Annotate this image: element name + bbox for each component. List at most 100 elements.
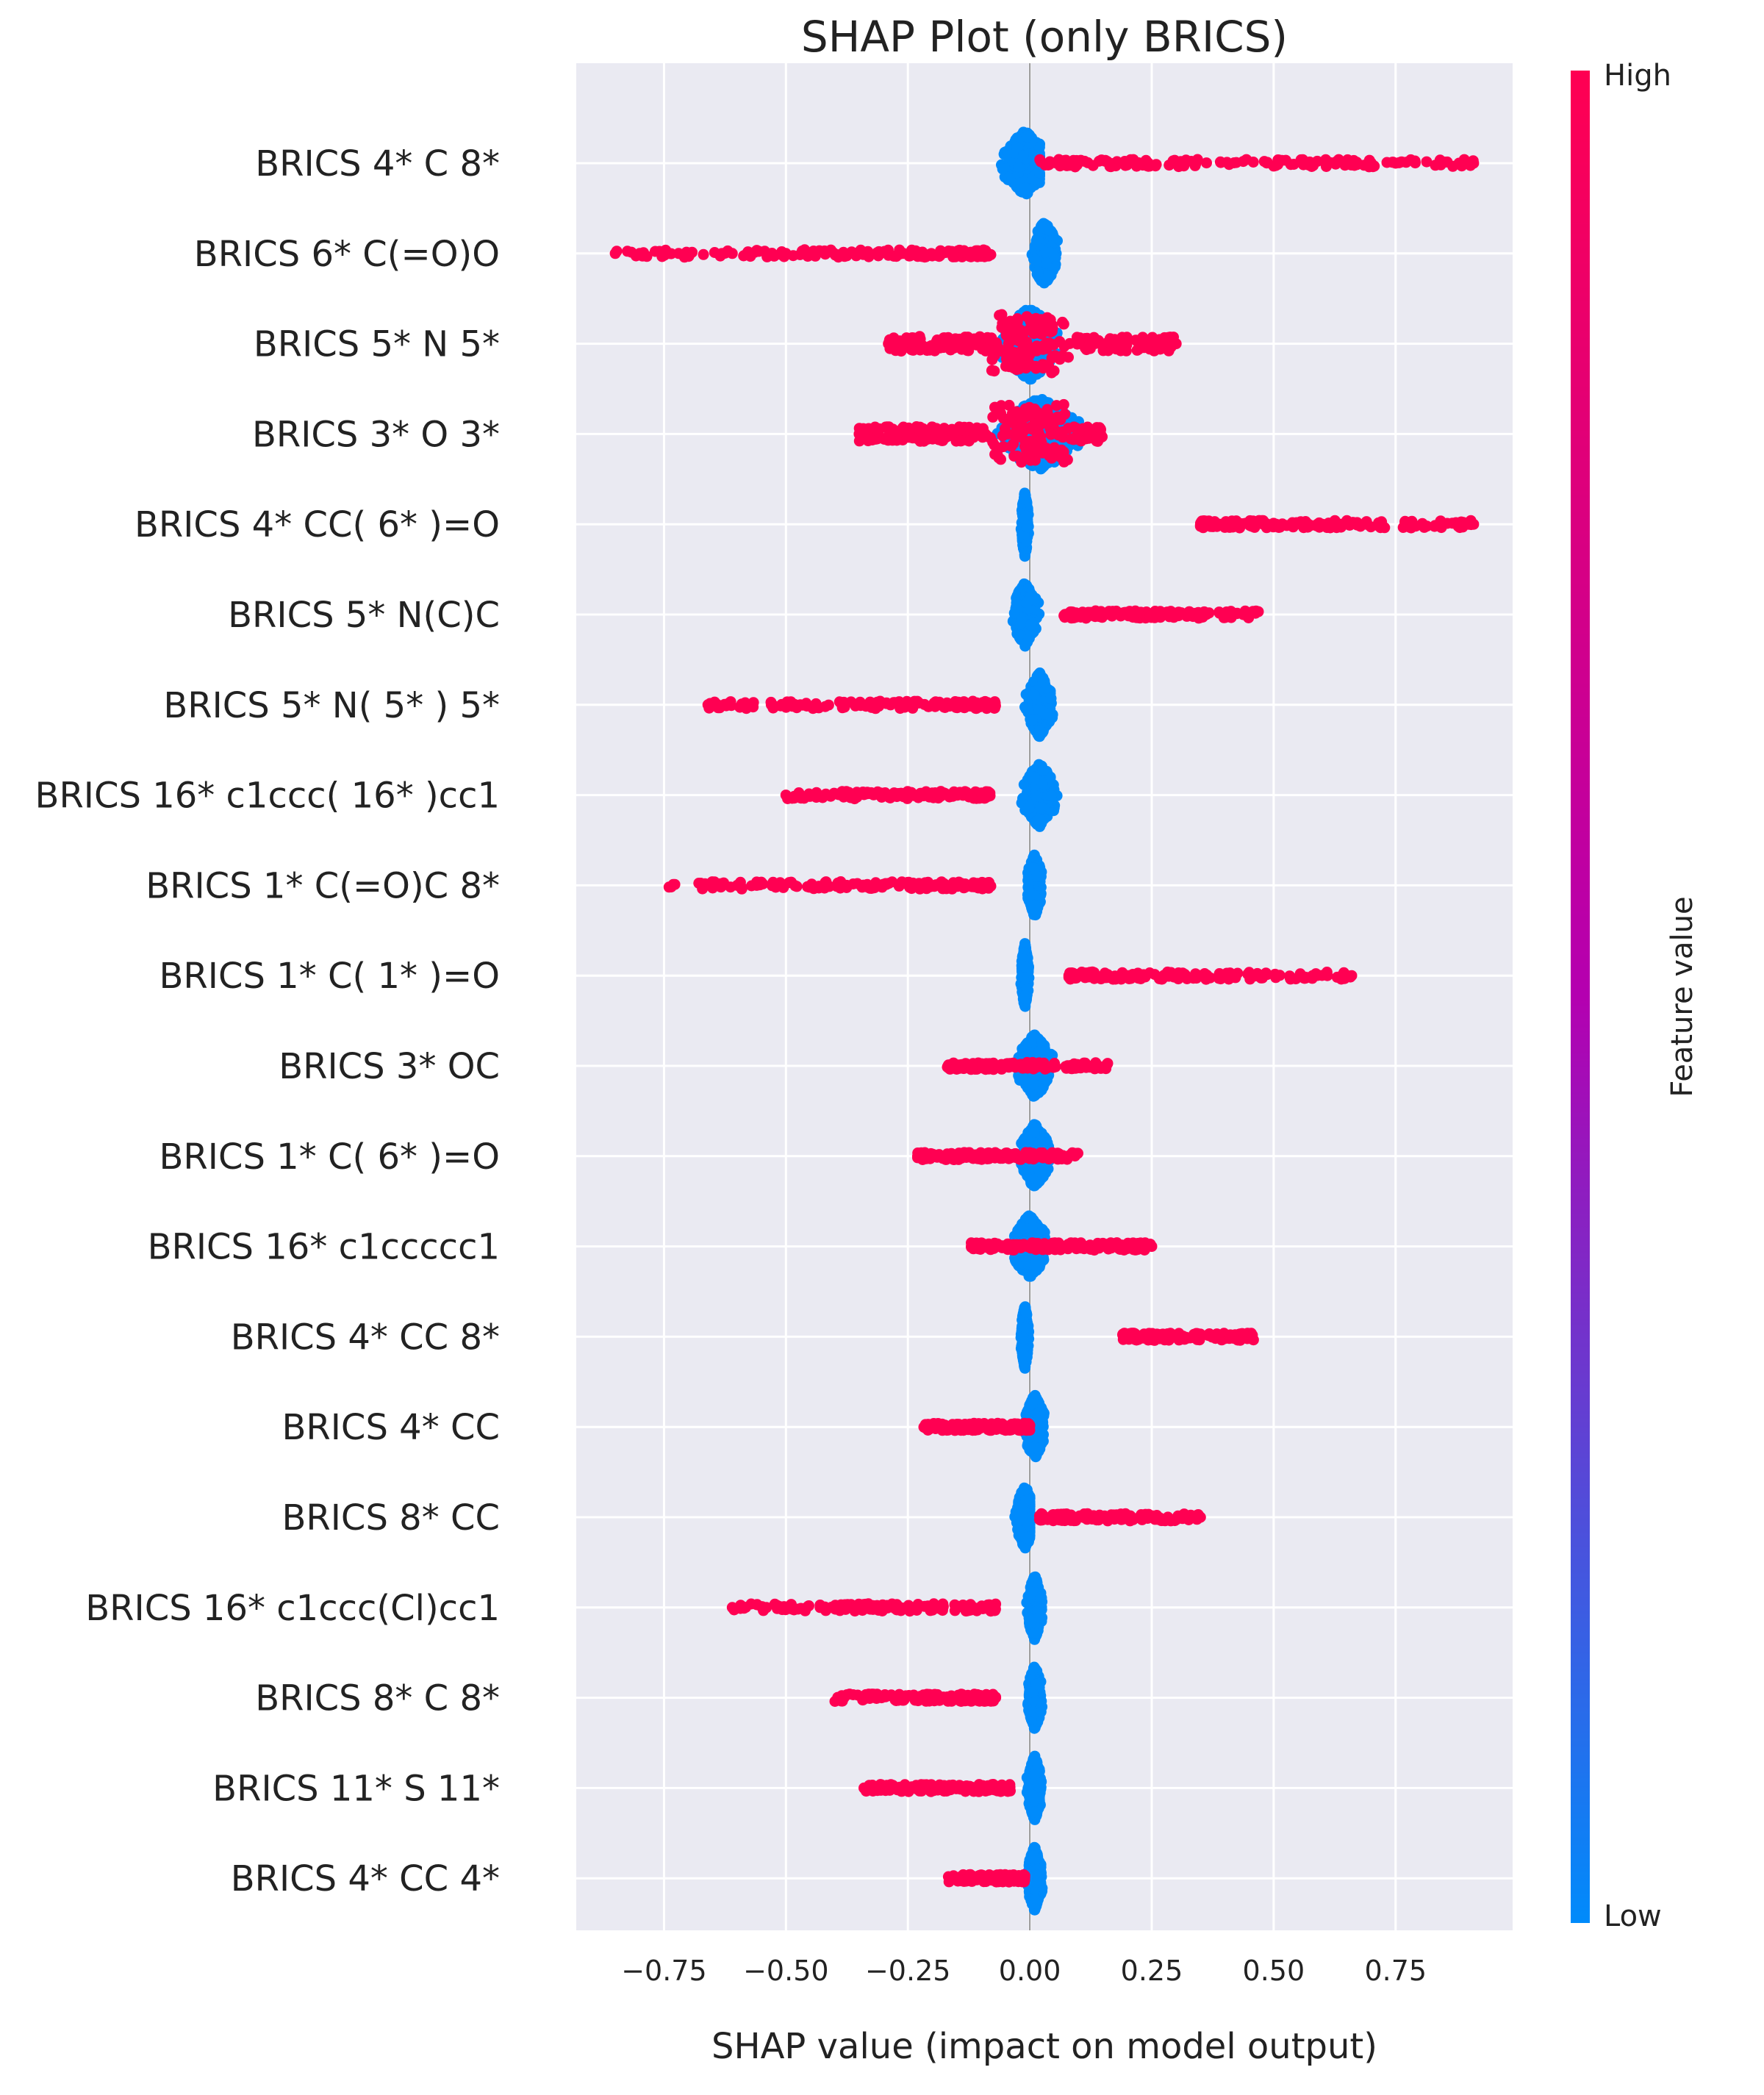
- shap-point: [1468, 518, 1480, 530]
- shap-point: [1376, 516, 1388, 528]
- shap-point: [795, 249, 806, 260]
- shap-point: [872, 426, 884, 438]
- shap-point: [1040, 682, 1052, 694]
- shap-point: [1011, 450, 1023, 462]
- shap-point: [1055, 414, 1066, 426]
- shap-point: [1019, 182, 1031, 194]
- shap-point: [1046, 422, 1057, 434]
- shap-point: [1042, 271, 1054, 282]
- shap-point: [1000, 329, 1012, 341]
- shap-point: [741, 248, 753, 259]
- shap-point: [1044, 224, 1055, 236]
- shap-point: [1336, 518, 1348, 530]
- shap-point: [1027, 714, 1038, 726]
- shap-point: [1031, 429, 1043, 441]
- shap-point: [978, 790, 989, 802]
- shap-point: [751, 245, 763, 257]
- shap-point: [846, 246, 858, 258]
- shap-point: [1011, 142, 1022, 154]
- shap-point: [820, 248, 831, 260]
- shap-point: [1221, 607, 1232, 618]
- shap-point: [1021, 131, 1033, 143]
- shap-point: [1421, 520, 1433, 532]
- shap-point: [1030, 345, 1042, 357]
- shap-point: [1071, 434, 1083, 445]
- shap-point: [1150, 337, 1162, 349]
- shap-point: [1030, 323, 1041, 335]
- shap-point: [1019, 493, 1030, 505]
- shap-point: [946, 423, 958, 435]
- shap-point: [780, 700, 791, 712]
- shap-point: [964, 789, 975, 801]
- shap-point: [1016, 615, 1028, 626]
- shap-point: [938, 701, 950, 713]
- shap-point: [1036, 814, 1047, 826]
- shap-point: [964, 421, 975, 433]
- shap-point: [726, 248, 738, 259]
- shap-point: [1050, 261, 1061, 273]
- shap-point: [1430, 160, 1441, 171]
- shap-point: [1295, 154, 1307, 165]
- shap-point: [780, 789, 792, 801]
- shap-point: [888, 697, 900, 709]
- shap-point: [974, 248, 986, 259]
- shap-point: [1011, 597, 1022, 609]
- shap-point: [958, 245, 970, 257]
- shap-point: [810, 698, 822, 709]
- shap-point: [1468, 157, 1480, 169]
- shap-point: [1094, 609, 1106, 620]
- shap-point: [1137, 332, 1149, 343]
- shap-point: [1070, 422, 1082, 434]
- shap-point: [634, 248, 645, 259]
- shap-point: [1197, 518, 1209, 529]
- shap-point: [968, 431, 980, 443]
- shap-point: [1010, 429, 1022, 440]
- shap-point: [1033, 141, 1045, 153]
- shap-point: [887, 423, 899, 435]
- shap-point: [791, 702, 803, 714]
- shap-point: [698, 248, 709, 260]
- shap-point: [1120, 337, 1132, 349]
- shap-point: [907, 432, 919, 444]
- shap-point: [985, 432, 997, 444]
- shap-point: [1013, 162, 1025, 173]
- shap-point: [1058, 340, 1070, 352]
- shap-point: [1173, 161, 1185, 173]
- shap-point: [1036, 778, 1048, 789]
- shap-point: [1095, 423, 1106, 435]
- shap-point: [1390, 157, 1402, 169]
- shap-point: [1406, 515, 1418, 527]
- shap-point: [1147, 609, 1159, 620]
- shap-point: [839, 701, 850, 713]
- shap-point: [1030, 790, 1042, 802]
- shap-point: [1104, 161, 1116, 172]
- shap-point: [1046, 352, 1058, 364]
- shap-point: [1170, 338, 1182, 350]
- shap-point: [1037, 764, 1049, 776]
- shap-point: [1366, 157, 1377, 169]
- shap-point: [1060, 158, 1072, 170]
- shap-point: [916, 426, 928, 437]
- shap-point: [955, 435, 967, 447]
- shap-point: [1057, 316, 1068, 328]
- shap-point: [686, 246, 698, 258]
- shap-point: [768, 250, 780, 262]
- shap-point: [1164, 160, 1175, 171]
- shap-point: [1009, 349, 1021, 361]
- shap-point: [958, 696, 969, 708]
- shap-point: [1272, 154, 1284, 165]
- shap-point: [1201, 157, 1212, 169]
- shap-point: [965, 251, 977, 262]
- shap-point: [989, 401, 1001, 413]
- shap-point: [1150, 160, 1161, 172]
- shap-point: [1277, 518, 1288, 530]
- shap-point: [872, 786, 883, 798]
- shap-point: [918, 251, 930, 262]
- shap-point: [1018, 150, 1029, 161]
- shap-point: [1046, 452, 1058, 464]
- shap-point: [711, 699, 723, 711]
- shap-point: [942, 332, 954, 343]
- shap-point: [971, 697, 983, 709]
- shap-point: [1213, 518, 1225, 530]
- shap-point: [1139, 341, 1151, 353]
